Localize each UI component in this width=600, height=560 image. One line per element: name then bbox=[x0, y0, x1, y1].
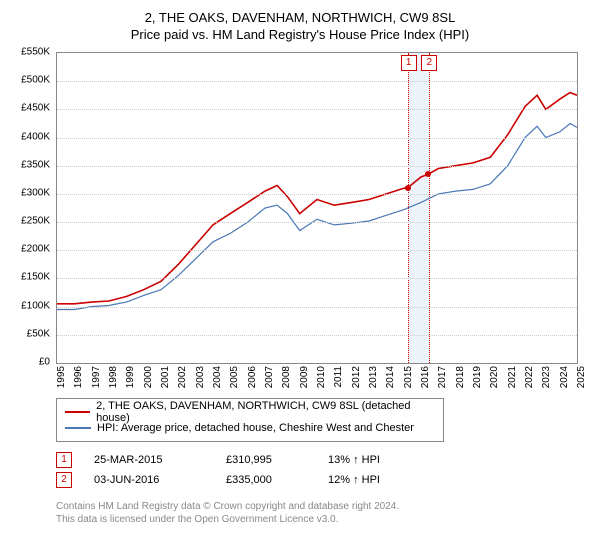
gridline-h bbox=[57, 307, 577, 308]
y-tick-label: £100K bbox=[21, 300, 50, 311]
legend-row: 2, THE OAKS, DAVENHAM, NORTHWICH, CW9 8S… bbox=[65, 404, 435, 420]
y-tick-label: £50K bbox=[27, 328, 50, 339]
y-tick-label: £350K bbox=[21, 159, 50, 170]
y-tick-label: £200K bbox=[21, 244, 50, 255]
gridline-h bbox=[57, 166, 577, 167]
y-axis: £0£50K£100K£150K£200K£250K£300K£350K£400… bbox=[10, 52, 54, 362]
legend-box: 2, THE OAKS, DAVENHAM, NORTHWICH, CW9 8S… bbox=[56, 398, 444, 442]
x-tick-label: 1997 bbox=[91, 366, 102, 388]
x-tick-label: 2015 bbox=[403, 366, 414, 388]
gridline-h bbox=[57, 138, 577, 139]
x-tick-label: 2012 bbox=[351, 366, 362, 388]
series-line-hpi bbox=[57, 124, 577, 310]
x-tick-label: 2001 bbox=[160, 366, 171, 388]
x-tick-label: 2019 bbox=[472, 366, 483, 388]
gridline-h bbox=[57, 194, 577, 195]
x-tick-label: 2006 bbox=[247, 366, 258, 388]
y-tick-label: £550K bbox=[21, 47, 50, 58]
transaction-price: £335,000 bbox=[226, 474, 306, 486]
x-tick-label: 2007 bbox=[264, 366, 275, 388]
legend-label: HPI: Average price, detached house, Ches… bbox=[97, 422, 414, 434]
x-tick-label: 2021 bbox=[507, 366, 518, 388]
legend-label: 2, THE OAKS, DAVENHAM, NORTHWICH, CW9 8S… bbox=[96, 400, 435, 424]
x-tick-label: 2000 bbox=[143, 366, 154, 388]
legend-row: HPI: Average price, detached house, Ches… bbox=[65, 420, 435, 436]
x-tick-label: 2011 bbox=[333, 366, 344, 388]
transactions-table: 1 25-MAR-2015 £310,995 13% ↑ HPI 2 03-JUN-201… bbox=[56, 450, 590, 490]
footer-line1: Contains HM Land Registry data © Crown c… bbox=[56, 500, 590, 513]
transaction-delta: 13% ↑ HPI bbox=[328, 454, 418, 466]
chart-wrap: £0 £50K £100K £150K £200K £250K £300K £350K £400… bbox=[10, 52, 590, 392]
y-tick-label: £450K bbox=[21, 103, 50, 114]
x-tick-label: 2018 bbox=[455, 366, 466, 388]
x-tick-label: 1995 bbox=[56, 366, 67, 388]
plot-area: 12 bbox=[56, 52, 578, 364]
marker-dot bbox=[405, 185, 411, 191]
y-tick-label: £300K bbox=[21, 187, 50, 198]
transaction-delta: 12% ↑ HPI bbox=[328, 474, 418, 486]
x-tick-label: 2002 bbox=[177, 366, 188, 388]
x-tick-label: 2003 bbox=[195, 366, 206, 388]
transaction-number: 1 bbox=[56, 452, 72, 468]
footer-attribution: Contains HM Land Registry data © Crown c… bbox=[56, 500, 590, 526]
x-tick-label: 1996 bbox=[73, 366, 84, 388]
x-tick-label: 2004 bbox=[212, 366, 223, 388]
gridline-h bbox=[57, 222, 577, 223]
transaction-row: 2 03-JUN-2016 £335,000 12% ↑ HPI bbox=[56, 470, 590, 490]
transaction-date: 25-MAR-2015 bbox=[94, 454, 204, 466]
footer-line2: This data is licensed under the Open Gov… bbox=[56, 513, 590, 526]
transaction-number: 2 bbox=[56, 472, 72, 488]
gridline-h bbox=[57, 109, 577, 110]
x-tick-label: 2009 bbox=[299, 366, 310, 388]
transaction-price: £310,995 bbox=[226, 454, 306, 466]
x-axis: 1995 1996 1997 1998 1999 2000 2001 2002 2003 2004… bbox=[56, 364, 576, 392]
series-svg bbox=[57, 53, 577, 363]
legend-swatch bbox=[65, 427, 91, 429]
y-tick-label: £400K bbox=[21, 131, 50, 142]
marker-number-label: 2 bbox=[421, 55, 437, 71]
x-tick-label: 2022 bbox=[524, 366, 535, 388]
gridline-h bbox=[57, 335, 577, 336]
marker-dot bbox=[425, 171, 431, 177]
x-tick-label: 2024 bbox=[559, 366, 570, 388]
x-tick-label: 2014 bbox=[385, 366, 396, 388]
x-tick-label: 1999 bbox=[125, 366, 136, 388]
y-tick-label: £250K bbox=[21, 216, 50, 227]
transaction-date: 03-JUN-2016 bbox=[94, 474, 204, 486]
x-tick-label: 1998 bbox=[108, 366, 119, 388]
x-tick-label: 2020 bbox=[489, 366, 500, 388]
x-tick-label: 2008 bbox=[281, 366, 292, 388]
x-tick-label: 2023 bbox=[541, 366, 552, 388]
chart-title-block: 2, THE OAKS, DAVENHAM, NORTHWICH, CW9 8S… bbox=[0, 0, 600, 42]
transaction-row: 1 25-MAR-2015 £310,995 13% ↑ HPI bbox=[56, 450, 590, 470]
series-line-property bbox=[57, 93, 577, 304]
marker-number-label: 1 bbox=[401, 55, 417, 71]
gridline-h bbox=[57, 250, 577, 251]
x-tick-label: 2005 bbox=[229, 366, 240, 388]
chart-title-line2: Price paid vs. HM Land Registry's House … bbox=[0, 27, 600, 42]
x-tick-label: 2010 bbox=[316, 366, 327, 388]
y-tick-label: £0 bbox=[39, 357, 50, 368]
x-tick-label: 2017 bbox=[437, 366, 448, 388]
gridline-h bbox=[57, 278, 577, 279]
x-tick-label: 2013 bbox=[368, 366, 379, 388]
x-tick-label: 2016 bbox=[420, 366, 431, 388]
chart-title-line1: 2, THE OAKS, DAVENHAM, NORTHWICH, CW9 8S… bbox=[0, 10, 600, 25]
y-tick-label: £500K bbox=[21, 75, 50, 86]
y-tick-label: £150K bbox=[21, 272, 50, 283]
gridline-h bbox=[57, 81, 577, 82]
x-tick-label: 2025 bbox=[576, 366, 587, 388]
legend-swatch bbox=[65, 411, 90, 413]
